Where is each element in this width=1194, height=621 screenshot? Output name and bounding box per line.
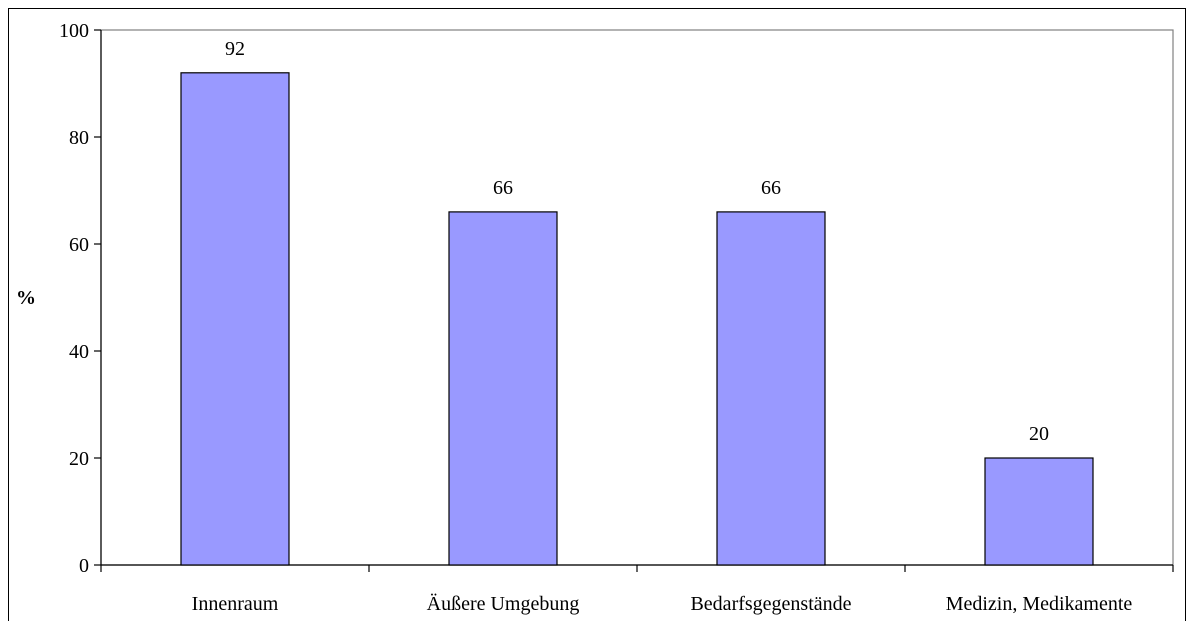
bar-value-label: 66 bbox=[761, 177, 781, 199]
x-category-label: Bedarfsgegenstände bbox=[690, 593, 851, 615]
chart-frame bbox=[8, 8, 1186, 621]
bar-value-label: 20 bbox=[1029, 423, 1049, 445]
y-tick-label: 60 bbox=[69, 234, 89, 256]
y-axis: 0 20 40 60 80 100 bbox=[59, 20, 102, 577]
bar bbox=[984, 457, 1094, 566]
x-category-label: Medizin, Medikamente bbox=[946, 593, 1133, 615]
x-category-label: Äußere Umgebung bbox=[427, 592, 580, 615]
y-tick-label: 0 bbox=[79, 555, 89, 577]
bar-series bbox=[180, 72, 1094, 566]
y-tick-label: 40 bbox=[69, 341, 89, 363]
bar-value-label: 92 bbox=[225, 38, 245, 60]
y-axis-label: % bbox=[16, 287, 36, 309]
x-category-label: Innenraum bbox=[192, 593, 279, 615]
bar bbox=[448, 211, 558, 566]
y-tick-label: 100 bbox=[59, 20, 89, 42]
y-tick-label: 20 bbox=[69, 448, 89, 470]
bar bbox=[180, 72, 290, 566]
y-tick-label: 80 bbox=[69, 127, 89, 149]
x-axis: Innenraum Äußere Umgebung Bedarfsgegenstän… bbox=[100, 564, 1174, 615]
bar-value-label: 66 bbox=[493, 177, 513, 199]
bar bbox=[716, 211, 826, 566]
data-labels: 92 66 66 20 bbox=[225, 38, 1049, 445]
